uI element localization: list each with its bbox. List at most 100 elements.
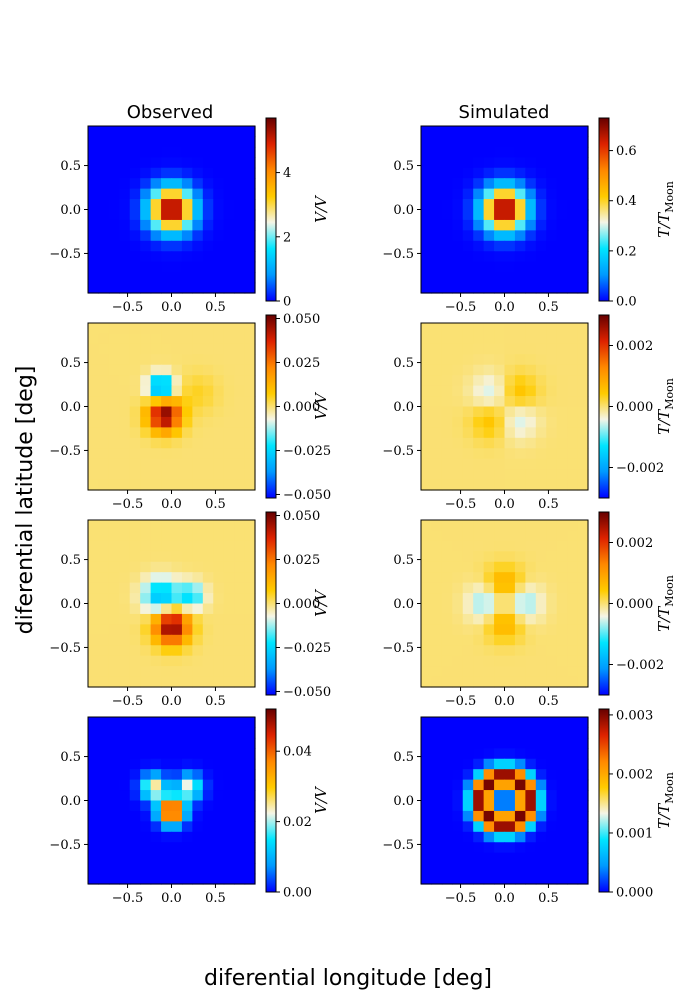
heatmap-cell — [421, 758, 433, 770]
heatmap-cell — [108, 582, 120, 594]
heatmap-cell — [192, 479, 204, 491]
x-tick-label: −0.5 — [112, 891, 144, 906]
heatmap-cell — [556, 769, 568, 781]
heatmap-cell — [108, 748, 120, 760]
heatmap-cell — [535, 219, 547, 231]
heatmap-cell — [535, 582, 547, 594]
heatmap-cell — [421, 810, 433, 822]
heatmap-cell — [223, 167, 235, 179]
heatmap-cell — [441, 323, 453, 335]
heatmap-cell — [556, 167, 568, 179]
heatmap-cell — [234, 416, 246, 428]
heatmap-cell — [473, 655, 485, 667]
heatmap-cell — [494, 717, 506, 729]
colorbar-tick-label: 0.000 — [283, 400, 320, 415]
heatmap-cell — [577, 146, 589, 158]
heatmap-cell — [223, 551, 235, 563]
heatmap-cell — [98, 561, 110, 573]
heatmap-cell — [462, 530, 474, 542]
heatmap-cell — [213, 655, 225, 667]
heatmap-cell — [431, 375, 443, 387]
heatmap-cell — [431, 396, 443, 408]
heatmap-cell — [462, 364, 474, 376]
x-tick-label: 0.5 — [205, 891, 226, 906]
heatmap-cell — [213, 634, 225, 646]
heatmap-cell — [514, 354, 526, 366]
heatmap-cell — [98, 261, 110, 273]
heatmap-cell — [577, 272, 589, 284]
heatmap-cell — [567, 136, 579, 148]
heatmap-cell — [504, 748, 516, 760]
heatmap-cell — [462, 219, 474, 231]
heatmap-cell — [525, 779, 537, 791]
heatmap-cell — [181, 717, 193, 729]
heatmap-cell — [441, 655, 453, 667]
heatmap-cell — [556, 479, 568, 491]
heatmap-cell — [473, 666, 485, 678]
heatmap-cell — [525, 852, 537, 864]
heatmap-cell — [171, 593, 183, 605]
heatmap-cell — [462, 540, 474, 552]
heatmap-cell — [181, 613, 193, 625]
heatmap-cell — [514, 540, 526, 552]
heatmap-cell — [535, 779, 547, 791]
heatmap-cell — [213, 479, 225, 491]
heatmap-cell — [223, 520, 235, 532]
heatmap-cell — [473, 448, 485, 460]
heatmap-cell — [140, 385, 152, 397]
heatmap-cell — [234, 821, 246, 833]
heatmap-cell — [535, 758, 547, 770]
heatmap-cell — [462, 240, 474, 252]
heatmap-cell — [234, 530, 246, 542]
heatmap-cell — [431, 769, 443, 781]
heatmap-cell — [462, 727, 474, 739]
heatmap-cell — [234, 406, 246, 418]
heatmap-cell — [88, 530, 100, 542]
heatmap-cell — [108, 126, 120, 138]
heatmap-cell — [244, 261, 256, 273]
heatmap-cell — [577, 676, 589, 688]
heatmap-cell — [514, 810, 526, 822]
colorbar-tick-label: 0.4 — [616, 194, 637, 209]
heatmap-cell — [129, 790, 141, 802]
heatmap-cell — [119, 375, 131, 387]
heatmap-cell — [119, 790, 131, 802]
heatmap-cell — [431, 323, 443, 335]
heatmap-cell — [504, 469, 516, 481]
heatmap-cell — [504, 396, 516, 408]
heatmap-cell — [546, 136, 558, 148]
heatmap-cell — [462, 354, 474, 366]
heatmap-cell — [462, 437, 474, 449]
heatmap-cell — [441, 645, 453, 657]
heatmap-cell — [171, 624, 183, 636]
x-tick-label: −0.5 — [445, 497, 477, 512]
heatmap-cell — [161, 769, 173, 781]
heatmap-cell — [567, 282, 579, 294]
heatmap-cell — [556, 737, 568, 749]
heatmap-cell — [140, 831, 152, 843]
colorbar-tick-label: 0.02 — [283, 815, 312, 830]
heatmap-cell — [567, 676, 579, 688]
heatmap-cell — [556, 551, 568, 563]
heatmap-cell — [483, 582, 495, 594]
heatmap-cell — [140, 188, 152, 200]
heatmap-cell — [452, 469, 464, 481]
heatmap-cell — [431, 437, 443, 449]
heatmap-cell — [223, 831, 235, 843]
heatmap-cell — [140, 769, 152, 781]
heatmap-cell — [525, 416, 537, 428]
heatmap-cell — [525, 282, 537, 294]
heatmap-cell — [494, 655, 506, 667]
heatmap-cell — [213, 717, 225, 729]
heatmap-cell — [192, 136, 204, 148]
heatmap-cell — [556, 354, 568, 366]
heatmap-cell — [483, 645, 495, 657]
heatmap-cell — [234, 199, 246, 211]
heatmap-cell — [504, 676, 516, 688]
heatmap-cell — [150, 758, 162, 770]
heatmap-cell — [88, 427, 100, 439]
heatmap-cell — [119, 416, 131, 428]
heatmap-cell — [546, 354, 558, 366]
heatmap-cell — [494, 209, 506, 221]
heatmap-cell — [223, 406, 235, 418]
